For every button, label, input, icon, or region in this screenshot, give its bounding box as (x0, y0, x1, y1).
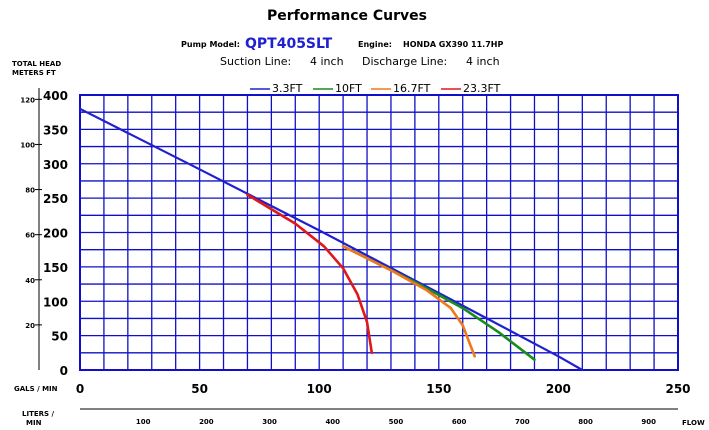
series-line-23-3ft (246, 193, 374, 355)
x-tick-label-gallons: 150 (426, 382, 451, 396)
suction-label: Suction Line: (220, 55, 291, 68)
x-tick-label-gallons: 200 (546, 382, 571, 396)
discharge-value: 4 inch (466, 55, 500, 68)
y-tick-label-ft: 150 (43, 261, 68, 275)
legend-label: 16.7FT (393, 82, 431, 95)
axes (38, 88, 679, 410)
y-tick-label-ft: 50 (51, 330, 68, 344)
y-tick-label-meters: 60 (25, 232, 35, 240)
x-tick-label-gallons: 0 (76, 382, 84, 396)
x-tick-label-liters: 100 (136, 418, 151, 426)
ticks: 0 50 100 150 200 250 300 350 400 20 40 60 80 100 120 0 5… (20, 89, 690, 426)
pump-model-value: QPT405SLT (245, 36, 333, 52)
x-axis-title-liters: LITERS / MIN (22, 410, 54, 427)
y-tick-label-ft: 0 (60, 364, 68, 378)
y-axis-units: METERS FT (12, 69, 56, 77)
y-tick-label-meters: 120 (20, 96, 35, 104)
x-tick-label-liters: 300 (262, 418, 277, 426)
x-tick-label-gallons: 250 (665, 382, 690, 396)
grid (80, 95, 678, 370)
y-axis-title: TOTAL HEAD (12, 60, 61, 68)
x-axis-title-flow: FLOW (682, 419, 705, 427)
x-tick-label-liters: 600 (452, 418, 467, 426)
y-tick-label-meters: 100 (20, 141, 35, 149)
y-tick-label-ft: 250 (43, 192, 68, 206)
series-group (78, 107, 584, 372)
discharge-label: Discharge Line: (362, 55, 447, 68)
engine-label: Engine: (358, 40, 392, 49)
suction-value: 4 inch (310, 55, 344, 68)
x-tick-label-liters: 200 (199, 418, 214, 426)
y-tick-label-ft: 300 (43, 158, 68, 172)
x-tick-label-liters: 400 (325, 418, 340, 426)
y-tick-label-ft: 350 (43, 123, 68, 137)
legend-label: 10FT (335, 82, 362, 95)
x-tick-label-gallons: 100 (307, 382, 332, 396)
pump-model-label: Pump Model: (181, 40, 240, 49)
x-tick-label-liters: 900 (641, 418, 656, 426)
x-axis-liters-line2: MIN (26, 419, 42, 427)
legend-label: 23.3FT (463, 82, 501, 95)
y-tick-label-ft: 400 (43, 89, 68, 103)
y-tick-label-meters: 20 (25, 322, 35, 330)
legend: 3.3FT 10FT 16.7FT 23.3FT (250, 82, 501, 95)
x-tick-label-gallons: 50 (191, 382, 208, 396)
x-axis-title-gallons: GALS / MIN (14, 385, 58, 393)
engine-value: HONDA GX390 11.7HP (403, 40, 503, 49)
x-tick-label-liters: 800 (578, 418, 593, 426)
plot-border (79, 94, 679, 371)
x-axis-liters-line1: LITERS / (22, 410, 54, 418)
legend-label: 3.3FT (272, 82, 303, 95)
y-tick-label-meters: 80 (25, 187, 35, 195)
chart-title: Performance Curves (267, 8, 427, 24)
x-tick-label-liters: 700 (515, 418, 530, 426)
y-tick-label-ft: 200 (43, 227, 68, 241)
x-tick-label-liters: 500 (389, 418, 404, 426)
series-line-16-7ft (341, 245, 477, 358)
series-line-3-3ft (78, 107, 584, 372)
y-tick-label-meters: 40 (25, 277, 35, 285)
y-tick-label-ft: 100 (43, 295, 68, 309)
